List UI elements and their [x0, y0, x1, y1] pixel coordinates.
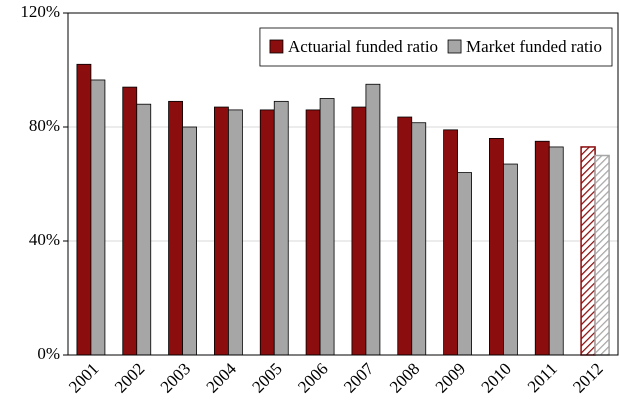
legend-swatch	[269, 39, 284, 54]
x-tick-label: 2004	[203, 359, 241, 397]
x-tick-label: 2006	[294, 359, 331, 396]
x-tick-label: 2002	[111, 359, 148, 396]
legend-item: Actuarial funded ratio	[269, 37, 438, 56]
bar	[76, 63, 92, 356]
x-tick-label: 2007	[340, 359, 378, 397]
legend: Actuarial funded ratio Market funded rati…	[259, 27, 613, 67]
bar	[411, 122, 427, 356]
x-tick-label: 2009	[432, 359, 469, 396]
bar	[168, 100, 183, 356]
x-tick-label: 2008	[386, 359, 423, 396]
bar	[182, 126, 197, 356]
bar	[214, 106, 229, 356]
bar	[228, 109, 243, 356]
x-tick-label: 2005	[248, 359, 285, 396]
bar	[503, 163, 518, 356]
legend-label: Market funded ratio	[466, 37, 602, 56]
x-tick-label: 2003	[157, 359, 194, 396]
y-tick-label: 0%	[37, 344, 60, 363]
bar	[443, 129, 458, 356]
y-tick-label: 120%	[20, 2, 60, 21]
bar	[259, 109, 275, 356]
legend-swatch	[447, 39, 462, 54]
x-tick-label: 2001	[65, 359, 102, 396]
plot-frame	[67, 12, 619, 356]
bar	[136, 103, 152, 356]
bar	[457, 172, 472, 356]
bar	[489, 137, 504, 356]
legend-item: Market funded ratio	[447, 37, 602, 56]
x-tick-label: 2010	[478, 359, 515, 396]
x-tick-label: 2012	[569, 359, 606, 396]
legend-box	[259, 27, 613, 67]
bar	[90, 79, 106, 356]
bar	[548, 146, 564, 356]
legend-label: Actuarial funded ratio	[288, 37, 438, 56]
bar	[397, 116, 413, 356]
bar	[319, 98, 335, 356]
x-tick-label: 2011	[524, 359, 561, 396]
y-tick-label: 80%	[29, 116, 60, 135]
bar	[273, 100, 289, 356]
bar	[580, 146, 596, 356]
bar	[594, 154, 610, 356]
bar	[305, 109, 321, 356]
bar	[351, 106, 367, 356]
bar	[365, 83, 381, 356]
y-tick-label: 40%	[29, 230, 60, 249]
bar	[122, 86, 138, 356]
bar	[534, 140, 550, 356]
